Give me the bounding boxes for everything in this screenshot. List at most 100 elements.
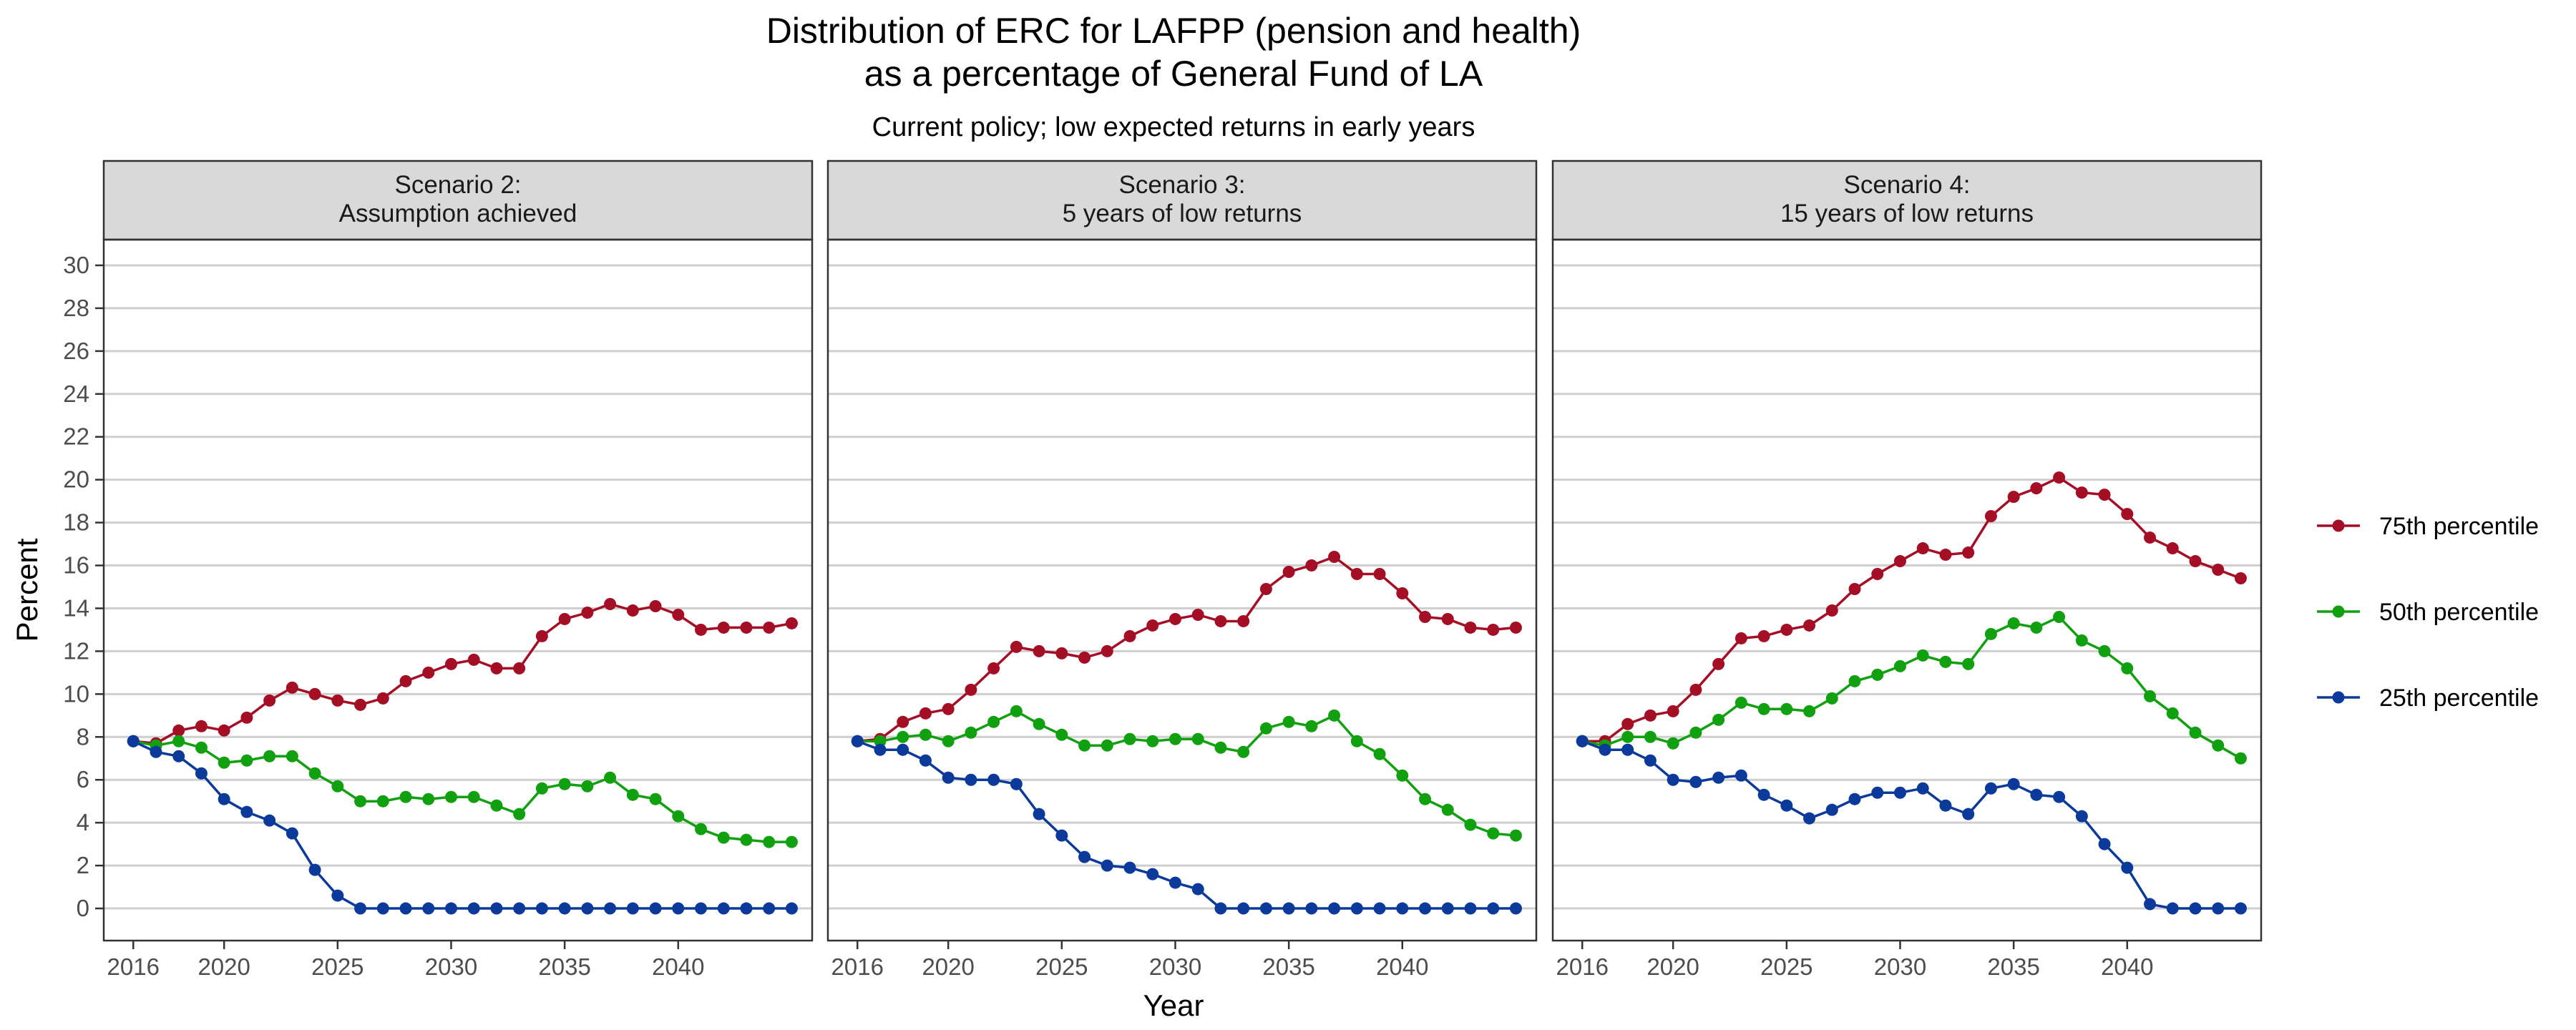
data-point xyxy=(1893,659,1906,672)
data-point xyxy=(127,735,140,747)
data-point xyxy=(2098,489,2111,501)
data-point xyxy=(1893,555,1906,568)
data-point xyxy=(2030,621,2043,634)
data-point xyxy=(2075,486,2088,499)
legend-key-point xyxy=(2332,605,2345,618)
data-point xyxy=(672,608,685,621)
facet-strip-label: 5 years of low returns xyxy=(1063,200,1302,227)
data-point xyxy=(1078,850,1091,863)
series-line xyxy=(1576,610,2247,765)
legend-key-point xyxy=(2332,519,2345,532)
data-point xyxy=(1939,549,1952,561)
data-point xyxy=(1939,799,1952,812)
data-point xyxy=(1146,619,1159,632)
series-path xyxy=(857,710,1516,837)
data-point xyxy=(1282,715,1295,728)
data-point xyxy=(695,623,708,636)
panel-border xyxy=(1551,238,2263,942)
data-point xyxy=(897,743,909,756)
y-axis-title: Percent xyxy=(10,538,44,642)
data-point xyxy=(942,771,955,784)
data-point xyxy=(919,707,932,720)
y-tick-label: 26 xyxy=(63,338,89,364)
data-point xyxy=(581,902,594,915)
data-point xyxy=(1464,818,1477,831)
data-point xyxy=(649,599,662,612)
data-point xyxy=(1396,902,1409,915)
x-tick-label: 2025 xyxy=(1035,953,1088,980)
series-path xyxy=(132,740,792,843)
data-point xyxy=(1033,644,1045,657)
data-point xyxy=(2234,752,2247,765)
legend: 75th percentile 50th percentile 25th perce… xyxy=(2317,513,2539,712)
facet-panel: Scenario 4:15 years of low returns xyxy=(1551,160,2263,942)
x-tick-label: 2020 xyxy=(922,953,974,980)
data-point xyxy=(1101,859,1113,872)
data-point xyxy=(1576,735,1589,747)
y-tick-label: 20 xyxy=(63,466,89,493)
legend-item: 50th percentile xyxy=(2317,599,2539,626)
data-point xyxy=(1396,587,1409,599)
data-point xyxy=(1689,726,1702,739)
data-point xyxy=(740,621,753,634)
data-point xyxy=(1237,745,1250,758)
data-point xyxy=(1078,739,1091,752)
y-tick-label: 24 xyxy=(63,381,89,407)
series-path xyxy=(133,602,792,745)
data-point xyxy=(218,724,230,737)
data-point xyxy=(2212,564,2225,577)
data-point xyxy=(1441,803,1454,816)
data-point xyxy=(240,754,253,767)
x-tick-label: 2020 xyxy=(197,953,250,980)
x-tick-label: 2035 xyxy=(538,953,590,980)
data-point xyxy=(987,662,1000,675)
data-point xyxy=(1282,566,1295,579)
data-point xyxy=(740,833,753,846)
data-point xyxy=(1419,610,1432,623)
chart-title-line-1: Distribution of ERC for LAFPP (pension a… xyxy=(766,11,1581,51)
data-point xyxy=(1419,902,1432,915)
data-point xyxy=(740,902,753,915)
data-point xyxy=(1735,769,1747,782)
data-point xyxy=(897,730,909,743)
data-point xyxy=(649,793,662,805)
data-point xyxy=(2166,707,2179,720)
data-point xyxy=(422,793,435,805)
data-point xyxy=(785,902,798,915)
facet-strip-label: 15 years of low returns xyxy=(1780,200,2034,227)
data-point xyxy=(218,756,230,769)
y-tick-label: 30 xyxy=(63,252,89,278)
data-point xyxy=(1644,709,1657,722)
x-tick-label: 2025 xyxy=(1760,953,1813,980)
legend-item: 25th percentile xyxy=(2317,685,2539,712)
data-point xyxy=(2144,690,2157,702)
data-point xyxy=(1487,902,1500,915)
data-point xyxy=(695,902,708,915)
series-path xyxy=(1581,740,2241,910)
data-point xyxy=(1712,771,1725,784)
data-point xyxy=(2098,644,2111,657)
data-point xyxy=(2121,662,2134,675)
data-point xyxy=(376,902,389,915)
data-point xyxy=(1735,632,1747,644)
data-point xyxy=(2053,790,2066,803)
facet-panel: Scenario 2:Assumption achieved xyxy=(102,160,814,942)
data-point xyxy=(626,604,639,617)
facet-strip xyxy=(826,160,1538,241)
facet-strip-label: Scenario 3: xyxy=(1118,171,1245,199)
data-point xyxy=(1780,623,1793,636)
series-line xyxy=(851,551,1522,747)
data-point xyxy=(1780,702,1793,715)
data-point xyxy=(851,735,864,747)
data-point xyxy=(1871,668,1884,681)
data-point xyxy=(1055,829,1068,842)
data-point xyxy=(1259,583,1272,596)
data-point xyxy=(2189,726,2202,739)
data-point xyxy=(490,662,503,675)
data-point xyxy=(1644,730,1657,743)
y-tick-label: 16 xyxy=(63,552,89,579)
data-point xyxy=(1848,583,1861,596)
data-point xyxy=(2098,838,2111,850)
data-point xyxy=(1010,705,1023,717)
panel-border xyxy=(826,238,1538,942)
